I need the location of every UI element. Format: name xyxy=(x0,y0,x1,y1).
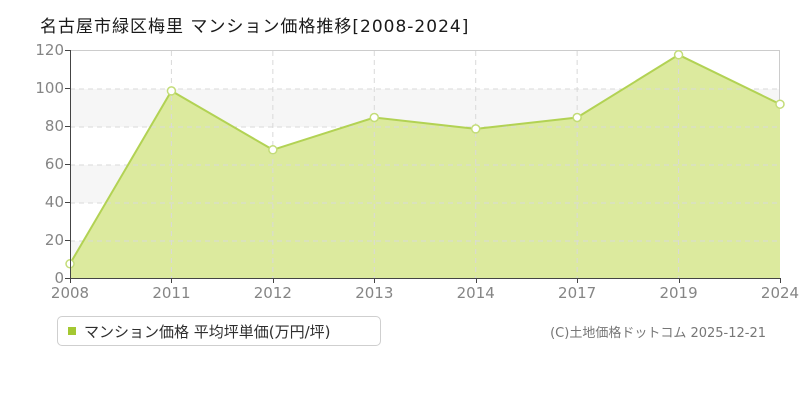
y-tick-label: 120 xyxy=(35,41,64,59)
x-tick xyxy=(577,279,579,283)
y-tick-label: 60 xyxy=(44,155,64,173)
area-fill xyxy=(70,54,780,279)
x-tick xyxy=(678,279,680,283)
price-area-chart xyxy=(65,50,785,279)
legend-label: マンション価格 平均坪単価(万円/坪) xyxy=(84,322,331,341)
y-tick-label: 0 xyxy=(54,269,64,287)
x-tick-label: 2008 xyxy=(50,284,90,302)
y-tick-label: 40 xyxy=(44,193,64,211)
x-tick xyxy=(272,279,274,283)
y-tick-label: 80 xyxy=(44,117,64,135)
x-tick-label: 2013 xyxy=(355,284,394,302)
data-point-2011 xyxy=(166,86,177,96)
data-point-2019 xyxy=(673,50,684,60)
x-tick-label: 2017 xyxy=(558,284,597,302)
y-tick-label: 20 xyxy=(44,231,64,249)
x-tick-label: 2011 xyxy=(152,284,191,302)
data-point-2024 xyxy=(775,99,785,109)
x-tick-label: 2019 xyxy=(659,284,698,302)
data-point-2017 xyxy=(572,112,582,123)
price-line xyxy=(69,53,781,265)
data-point-2013 xyxy=(369,112,380,123)
y-tick xyxy=(65,164,70,165)
y-tick xyxy=(65,240,70,241)
x-tick xyxy=(374,279,376,283)
y-axis-line xyxy=(70,50,71,279)
plot-area xyxy=(65,50,785,279)
x-tick-label: 2024 xyxy=(760,284,800,302)
legend-marker-icon xyxy=(68,327,76,335)
y-tick xyxy=(65,278,70,279)
data-point-2012 xyxy=(268,145,278,155)
x-tick xyxy=(475,279,477,283)
chart-title: 名古屋市緑区梅里 マンション価格推移[2008-2024] xyxy=(40,17,470,37)
copyright-text: (C)土地価格ドットコム 2025-12-21 xyxy=(550,326,766,341)
x-tick xyxy=(70,279,71,283)
y-tick xyxy=(65,202,70,203)
legend: マンション価格 平均坪単価(万円/坪) xyxy=(57,316,381,346)
x-axis-line xyxy=(66,278,781,279)
x-tick xyxy=(171,279,173,283)
x-tick-label: 2012 xyxy=(253,284,292,302)
x-tick-label: 2014 xyxy=(456,284,495,302)
y-tick xyxy=(65,50,70,51)
x-tick xyxy=(780,279,781,283)
y-tick xyxy=(65,88,70,89)
y-tick-label: 100 xyxy=(35,79,64,97)
data-point-2014 xyxy=(470,124,481,134)
y-tick xyxy=(65,126,70,127)
